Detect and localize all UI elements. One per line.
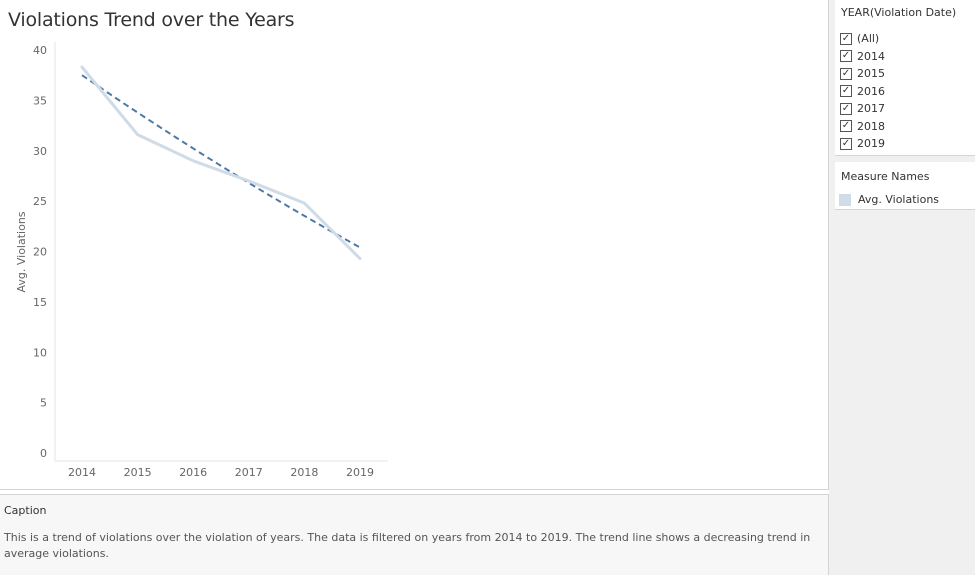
filter-option-2014[interactable]: ✓ 2014 xyxy=(840,48,885,66)
trend-line xyxy=(81,74,361,249)
year-filter: YEAR(Violation Date) ✓ (All) ✓ 2014 ✓ 20… xyxy=(835,0,975,156)
filter-option-2015[interactable]: ✓ 2015 xyxy=(840,65,885,83)
filter-option-label: 2016 xyxy=(857,84,885,98)
series-line-avg-violations xyxy=(80,65,362,261)
y-tick-label: 0 xyxy=(40,447,47,460)
checkbox-checked-icon[interactable]: ✓ xyxy=(840,85,852,98)
filter-option-label: 2015 xyxy=(857,67,885,81)
x-tick-label: 2017 xyxy=(235,466,263,479)
filter-option-2017[interactable]: ✓ 2017 xyxy=(840,100,885,118)
data-point xyxy=(302,201,307,206)
caption-text: This is a trend of violations over the v… xyxy=(4,531,811,560)
chart-title: Violations Trend over the Years xyxy=(8,9,295,31)
y-tick-label: 20 xyxy=(33,246,47,259)
filter-options: ✓ (All) ✓ 2014 ✓ 2015 ✓ 2016 ✓ 2017 xyxy=(840,30,885,153)
checkbox-checked-icon[interactable]: ✓ xyxy=(840,102,852,115)
line-chart[interactable]: 0 5 10 15 20 25 30 35 40 2014 2015 2016 2017 2018 2019… xyxy=(0,0,829,490)
y-tick-label: 30 xyxy=(33,145,47,158)
checkbox-checked-icon[interactable]: ✓ xyxy=(840,50,852,63)
filter-option-label: 2019 xyxy=(857,137,885,151)
filter-title: YEAR(Violation Date) xyxy=(841,6,957,19)
side-panel: YEAR(Violation Date) ✓ (All) ✓ 2014 ✓ 20… xyxy=(829,0,975,575)
filter-option-label: 2014 xyxy=(857,49,885,63)
data-point xyxy=(80,65,85,70)
x-tick-label: 2019 xyxy=(346,466,374,479)
checkbox-checked-icon[interactable]: ✓ xyxy=(840,120,852,133)
y-tick-label: 15 xyxy=(33,296,47,309)
x-tick-label: 2015 xyxy=(124,466,152,479)
caption-title: Caption xyxy=(4,504,47,517)
trend-line-layer xyxy=(81,74,361,249)
y-tick-label: 35 xyxy=(33,94,47,107)
filter-option-label: 2017 xyxy=(857,102,885,116)
caption-panel: Caption This is a trend of violations ov… xyxy=(0,494,829,575)
chart-axes: 0 5 10 15 20 25 30 35 40 2014 2015 2016 2017 2018 2019… xyxy=(15,42,388,479)
data-point xyxy=(191,158,196,163)
data-point xyxy=(246,178,251,183)
legend-item-label: Avg. Violations xyxy=(858,193,940,206)
legend-swatch xyxy=(839,193,851,206)
legend-item-avg-violations[interactable]: Avg. Violations xyxy=(839,193,939,206)
data-point xyxy=(135,132,140,137)
checkbox-checked-icon[interactable]: ✓ xyxy=(840,32,852,45)
data-point xyxy=(358,256,363,261)
checkbox-checked-icon[interactable]: ✓ xyxy=(840,67,852,80)
color-legend: Measure Names Avg. Violations xyxy=(835,162,975,210)
series-layer xyxy=(80,65,363,261)
y-tick-label: 10 xyxy=(33,346,47,359)
filter-option-2016[interactable]: ✓ 2016 xyxy=(840,83,885,101)
filter-option-all[interactable]: ✓ (All) xyxy=(840,30,885,48)
filter-option-2019[interactable]: ✓ 2019 xyxy=(840,135,885,153)
x-tick-label: 2018 xyxy=(290,466,318,479)
x-tick-label: 2014 xyxy=(68,466,96,479)
x-tick-label: 2016 xyxy=(179,466,207,479)
checkbox-checked-icon[interactable]: ✓ xyxy=(840,137,852,150)
filter-option-2018[interactable]: ✓ 2018 xyxy=(840,118,885,136)
y-tick-label: 5 xyxy=(40,397,47,410)
filter-option-label: (All) xyxy=(857,32,880,46)
chart-panel: Violations Trend over the Years 0 5 10 15 20… xyxy=(0,0,829,490)
y-axis-label: Avg. Violations xyxy=(15,211,28,292)
legend-title: Measure Names xyxy=(841,170,930,183)
filter-option-label: 2018 xyxy=(857,119,885,133)
y-tick-label: 40 xyxy=(33,44,47,57)
y-tick-label: 25 xyxy=(33,195,47,208)
